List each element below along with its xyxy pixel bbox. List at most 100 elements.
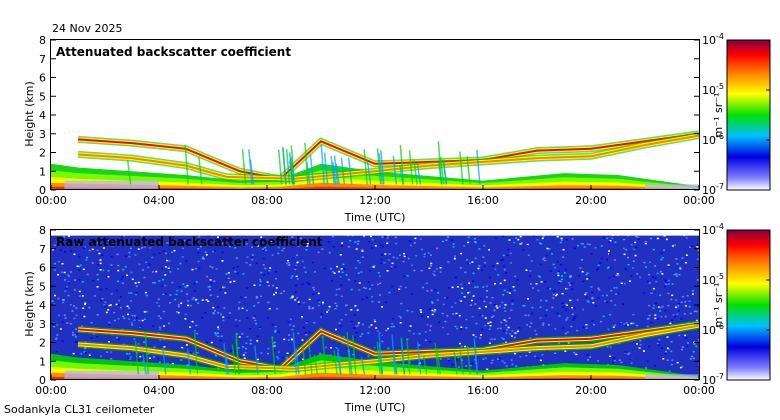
noise-speckle	[294, 266, 297, 268]
noise-speckle	[687, 342, 690, 344]
noise-speckle	[695, 319, 698, 322]
noise-speckle	[585, 327, 588, 329]
noise-speckle	[362, 286, 365, 289]
noise-speckle	[152, 356, 155, 358]
noise-speckle	[423, 255, 426, 258]
noise-speckle	[373, 265, 376, 267]
noise-speckle	[677, 304, 680, 307]
noise-speckle	[143, 318, 146, 320]
noise-speckle	[63, 271, 66, 274]
noise-speckle	[540, 281, 543, 283]
noise-speckle	[105, 311, 108, 314]
noise-speckle	[558, 280, 561, 282]
noise-speckle	[53, 262, 56, 265]
noise-speckle	[379, 244, 382, 247]
noise-speckle	[685, 337, 688, 339]
noise-speckle	[355, 248, 358, 250]
noise-speckle	[306, 281, 309, 284]
noise-speckle	[679, 267, 682, 270]
noise-speckle	[559, 263, 562, 266]
noise-speckle	[332, 245, 335, 248]
noise-speckle	[609, 267, 612, 269]
noise-speckle	[329, 267, 332, 270]
noise-speckle	[276, 356, 279, 358]
noise-speckle	[223, 307, 226, 309]
x-tick-label: 16:00	[467, 384, 499, 397]
noise-speckle	[372, 266, 375, 268]
noise-speckle	[688, 305, 691, 308]
noise-speckle	[608, 253, 611, 256]
noise-speckle	[199, 245, 202, 248]
noise-speckle	[104, 305, 107, 307]
noise-speckle	[447, 358, 450, 360]
noise-speckle	[617, 292, 620, 295]
fall-streak	[231, 344, 237, 375]
noise-speckle	[688, 300, 691, 303]
noise-speckle	[171, 281, 174, 284]
noise-speckle	[568, 284, 571, 286]
noise-speckle	[385, 329, 388, 332]
noise-speckle	[597, 360, 600, 362]
noise-speckle	[485, 305, 488, 308]
noise-speckle	[291, 275, 294, 277]
noise-speckle	[460, 326, 463, 329]
noise-speckle	[618, 359, 621, 361]
noise-speckle	[554, 328, 557, 330]
noise-speckle	[654, 265, 657, 267]
noise-speckle	[113, 319, 116, 322]
noise-speckle	[445, 239, 448, 241]
noise-speckle	[399, 321, 402, 324]
noise-speckle	[355, 325, 358, 327]
fall-streak	[473, 341, 479, 375]
noise-speckle	[691, 355, 694, 358]
noise-speckle	[636, 324, 639, 327]
noise-speckle	[303, 327, 306, 329]
noise-speckle	[482, 358, 485, 360]
noise-speckle	[557, 282, 560, 284]
noise-speckle	[172, 239, 175, 241]
noise-speckle	[447, 261, 450, 263]
noise-speckle	[410, 264, 413, 267]
noise-speckle	[595, 305, 598, 307]
noise-speckle	[662, 358, 665, 360]
fall-streak	[439, 156, 445, 185]
noise-speckle	[197, 260, 200, 263]
noise-speckle	[398, 288, 401, 290]
noise-speckle	[675, 273, 678, 275]
noise-speckle	[387, 259, 390, 261]
noise-speckle	[93, 295, 96, 297]
heatmap-raw	[51, 230, 699, 379]
noise-speckle	[383, 262, 386, 264]
noise-speckle	[452, 243, 455, 245]
noise-speckle	[155, 270, 158, 273]
noise-speckle	[181, 247, 184, 250]
noise-speckle	[152, 282, 155, 284]
noise-speckle	[234, 247, 237, 249]
noise-speckle	[447, 286, 450, 289]
noise-speckle	[66, 322, 69, 324]
noise-speckle	[249, 339, 252, 341]
noise-speckle	[573, 247, 576, 250]
noise-speckle	[434, 308, 437, 311]
noise-speckle	[296, 261, 299, 264]
noise-speckle	[390, 267, 393, 269]
noise-speckle	[106, 239, 109, 241]
noise-speckle	[460, 345, 463, 348]
noise-speckle	[378, 275, 381, 278]
noise-speckle	[542, 235, 545, 237]
noise-speckle	[678, 302, 681, 305]
noise-speckle	[135, 240, 138, 243]
noise-speckle	[251, 256, 254, 259]
x-axis-label: Time (UTC)	[344, 211, 406, 224]
noise-speckle	[78, 278, 81, 281]
noise-speckle	[375, 327, 378, 329]
noise-speckle	[660, 315, 663, 318]
noise-speckle	[122, 315, 125, 318]
noise-speckle	[355, 267, 358, 269]
noise-speckle	[361, 323, 364, 326]
noise-speckle	[335, 294, 338, 296]
noise-speckle	[494, 283, 497, 285]
noise-speckle	[599, 320, 602, 323]
noise-speckle	[319, 352, 322, 355]
noise-speckle	[499, 327, 502, 330]
